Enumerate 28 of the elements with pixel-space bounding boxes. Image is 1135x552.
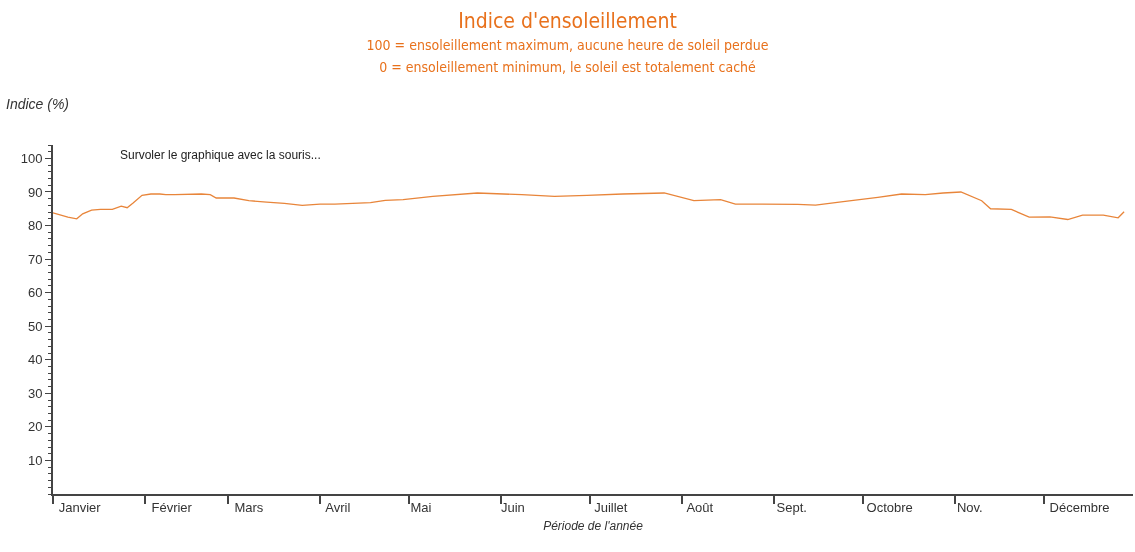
line-series xyxy=(53,191,1125,221)
x-tick-label: Juin xyxy=(500,499,525,515)
y-tick-label: 30 xyxy=(27,385,43,401)
x-tick-label: Mai xyxy=(410,499,432,515)
x-tick-label: Juillet xyxy=(594,499,628,515)
x-tick-label: Février xyxy=(151,499,193,515)
x-tick-label: Nov. xyxy=(956,499,983,515)
x-tick-label: Avril xyxy=(325,499,351,515)
y-tick-label: 50 xyxy=(27,318,43,334)
y-tick-label: 60 xyxy=(27,285,43,301)
x-tick-label: Août xyxy=(686,499,714,515)
y-tick-label: 40 xyxy=(27,352,43,368)
chart-subtitle: 100 = ensoleillement maximum, aucune heure de soleil perdue 0 = ensoleillement minimum, le soleil est totalement caché xyxy=(366,36,769,75)
x-axis-title: Période de l'année xyxy=(543,519,644,533)
y-tick-label: 80 xyxy=(27,218,43,234)
annotation: Survoler le graphique avec la souris... xyxy=(120,148,321,162)
x-tick-label: Octobre xyxy=(866,499,913,515)
x-tick-label: Janvier xyxy=(58,499,102,515)
y-tick-label: 70 xyxy=(27,251,43,267)
y-tick-label: 10 xyxy=(27,452,43,468)
x-tick-label: Mars xyxy=(234,499,264,515)
x-tick-label: Décembre xyxy=(1049,499,1110,515)
y-tick-label: 20 xyxy=(27,419,43,435)
chart-title: Indice d'ensoleillement xyxy=(458,8,677,33)
y-tick-label: 90 xyxy=(27,184,43,200)
y-axis-title: Indice (%) xyxy=(6,96,70,112)
y-tick-label: 100 xyxy=(20,150,43,166)
x-tick-label: Sept. xyxy=(776,499,807,515)
